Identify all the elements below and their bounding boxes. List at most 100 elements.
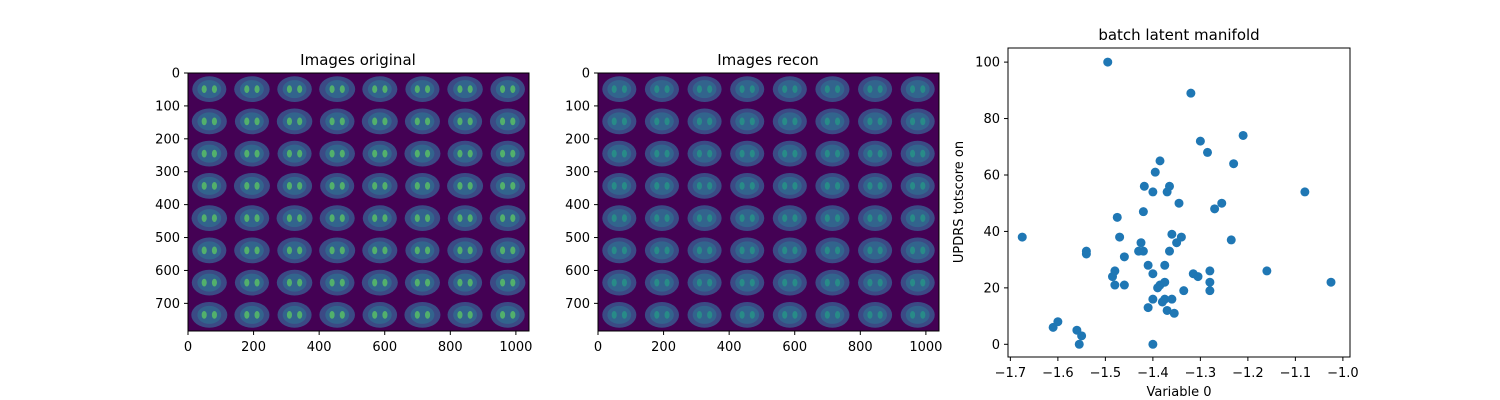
image-tile-hotspot-right	[792, 278, 798, 287]
scatter-point	[1210, 204, 1220, 214]
image-tile-hotspot-left	[611, 149, 617, 158]
image-tile-hotspot-right	[211, 149, 217, 158]
image-tile-hotspot-right	[339, 149, 345, 158]
image-tile-core	[607, 112, 632, 131]
image-tile-hotspot-left	[910, 182, 916, 190]
scatter-point	[1119, 252, 1129, 262]
image-tile-core	[777, 176, 802, 195]
image-tile-core	[607, 273, 632, 292]
image-tile-hotspot-right	[621, 149, 627, 158]
image-tile-core	[410, 176, 435, 195]
image-tile-hotspot-left	[824, 278, 830, 287]
x-ticks-original: 0 200 400 600 800 1000	[184, 331, 532, 355]
image-tile-core	[692, 144, 717, 163]
image-tile-hotspot-left	[824, 85, 830, 93]
y-tick-label: 100	[155, 99, 180, 114]
image-tile-core	[905, 144, 930, 163]
image-tile-core	[863, 241, 887, 260]
image-tile-core	[325, 273, 350, 292]
x-tick-label: −1.7	[995, 366, 1027, 381]
image-tile-core	[650, 305, 674, 324]
image-tile-hotspot-right	[382, 117, 388, 126]
image-tile-hotspot-right	[424, 214, 431, 222]
scatter-point	[1205, 277, 1215, 287]
image-tile-hotspot-left	[910, 117, 916, 126]
image-tile-core	[820, 241, 845, 260]
image-tile-hotspot-left	[782, 149, 788, 158]
scatter-point	[1077, 331, 1087, 341]
image-tile-hotspot-right	[920, 85, 926, 93]
image-tile-hotspot-left	[867, 278, 873, 287]
x-ticks-scatter: −1.7 −1.6 −1.5 −1.4 −1.3 −1.2 −1.1 −1.0	[995, 357, 1359, 381]
image-tile-hotspot-right	[467, 149, 473, 158]
image-tile-hotspot-right	[749, 278, 755, 287]
image-tile-core	[282, 112, 307, 131]
scatter-point	[1203, 147, 1212, 157]
chart-title-scatter: batch latent manifold	[1098, 26, 1259, 44]
image-tile-core	[197, 241, 222, 260]
image-tile-hotspot-right	[707, 311, 713, 319]
image-tile-hotspot-left	[329, 278, 335, 287]
image-tile-core	[863, 176, 887, 195]
image-tile-hotspot-right	[424, 85, 431, 93]
image-tile-hotspot-left	[286, 246, 293, 255]
image-tile-hotspot-right	[339, 278, 345, 287]
image-tile-hotspot-right	[621, 278, 627, 287]
image-tile-core	[905, 112, 930, 131]
image-tile-hotspot-right	[664, 246, 670, 255]
image-tile-hotspot-left	[867, 117, 873, 126]
image-tile-hotspot-right	[254, 214, 260, 222]
image-tile-hotspot-left	[824, 149, 830, 158]
image-tile-core	[650, 112, 674, 131]
scatter-point	[1155, 156, 1165, 166]
image-tile-core	[777, 241, 802, 260]
image-tile-hotspot-right	[254, 278, 260, 287]
x-tick-label: 600	[782, 340, 807, 355]
image-tile-hotspot-left	[244, 149, 250, 158]
image-tile-hotspot-left	[782, 278, 788, 287]
image-tile-core	[495, 273, 520, 292]
image-tile-hotspot-right	[920, 278, 926, 287]
image-tile-core	[650, 241, 674, 260]
image-tile-hotspot-left	[372, 85, 378, 93]
y-tick-label: 100	[975, 56, 1000, 71]
image-tile-hotspot-left	[500, 311, 506, 319]
image-tile-hotspot-right	[424, 311, 431, 319]
scatter-point	[1195, 136, 1205, 146]
image-tile-core	[197, 80, 222, 99]
y-tick-label: 20	[983, 281, 1000, 296]
image-tile-core	[692, 305, 717, 324]
image-tile-core	[863, 144, 887, 163]
image-tile-core	[240, 176, 264, 195]
image-tile-core	[820, 176, 845, 195]
y-ticks-recon: 0 100 200 300 400 500 600 700	[565, 67, 598, 312]
image-tile-hotspot-left	[244, 246, 250, 255]
scatter-point	[1262, 266, 1272, 276]
image-tile-hotspot-left	[201, 182, 207, 190]
image-tile-hotspot-right	[877, 246, 883, 255]
image-tile-hotspot-left	[329, 214, 335, 222]
image-tile-hotspot-left	[329, 85, 335, 93]
image-tile-hotspot-left	[457, 278, 463, 287]
image-tile-hotspot-right	[297, 85, 303, 93]
image-tile-core	[453, 144, 477, 163]
image-tile-hotspot-left	[867, 246, 873, 255]
image-tile-core	[777, 80, 802, 99]
image-tile-hotspot-right	[707, 85, 713, 93]
image-tile-core	[410, 112, 435, 131]
image-tile-core	[820, 209, 845, 228]
image-tile-hotspot-right	[382, 182, 388, 190]
image-tile-hotspot-right	[297, 182, 303, 190]
y-tick-label: 60	[983, 168, 1000, 183]
x-tick-label: 1000	[499, 340, 532, 355]
image-tile-hotspot-right	[877, 311, 883, 319]
image-tile-hotspot-right	[792, 311, 798, 319]
image-tile-hotspot-left	[867, 149, 873, 158]
image-tile-hotspot-left	[654, 278, 660, 287]
y-tick-label: 700	[565, 297, 590, 312]
x-tick-label: 800	[438, 340, 463, 355]
y-tick-label: 300	[155, 165, 180, 180]
image-tile-hotspot-left	[654, 149, 660, 158]
scatter-point	[1205, 266, 1215, 276]
image-tile-hotspot-left	[414, 214, 420, 222]
